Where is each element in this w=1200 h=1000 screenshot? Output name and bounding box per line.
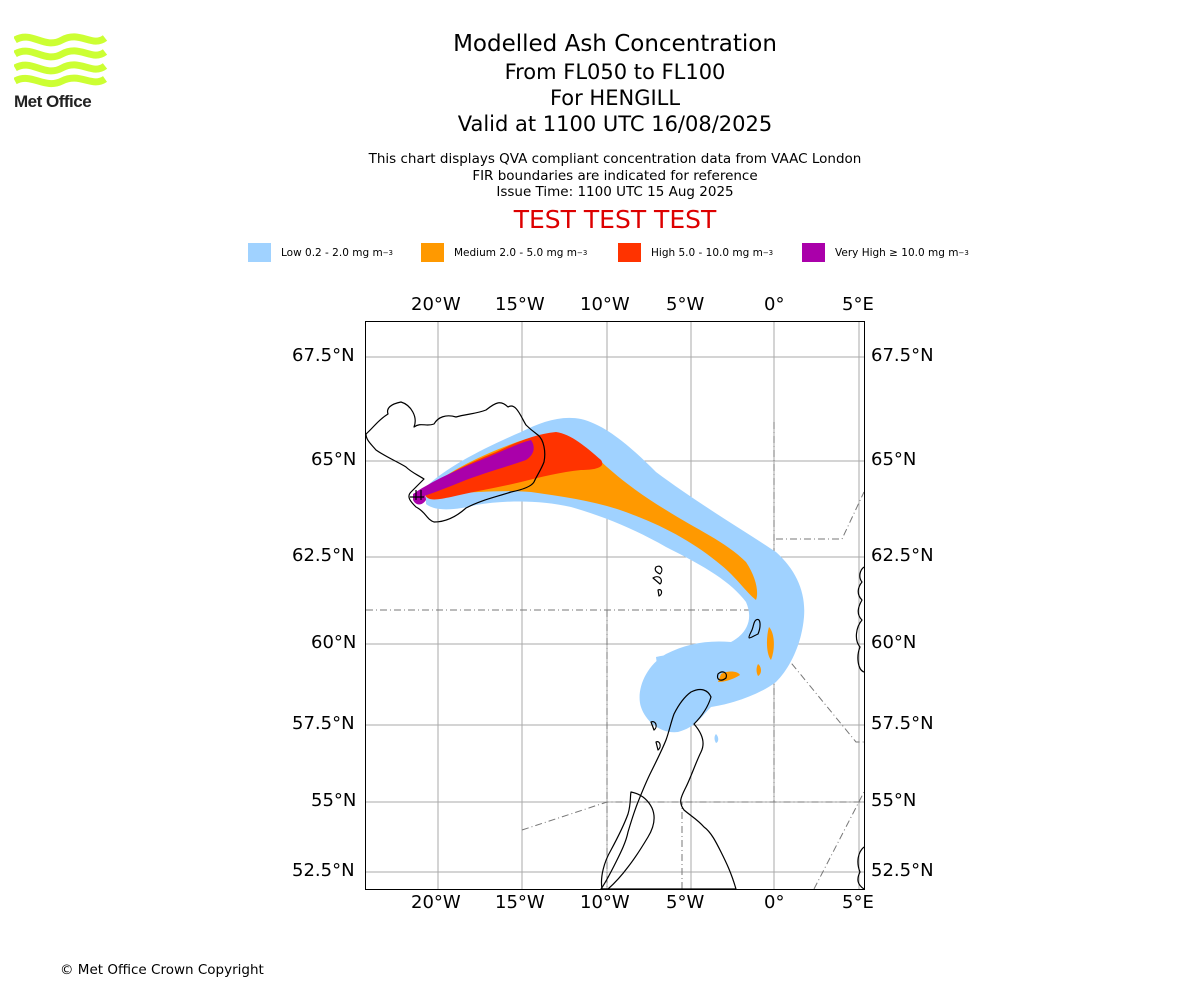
ash-high xyxy=(424,432,603,500)
ash-map[interactable] xyxy=(365,321,865,890)
lat-label: 65°N xyxy=(311,449,357,470)
lat-label: 60°N xyxy=(871,632,917,653)
fir-boundaries xyxy=(366,422,864,889)
legend-label: Very High ≥ 10.0 mg m xyxy=(835,246,959,259)
lat-label: 60°N xyxy=(311,632,357,653)
legend-label: High 5.0 - 10.0 mg m xyxy=(651,246,763,259)
subtitle-line: FIR boundaries are indicated for referen… xyxy=(472,167,758,184)
lat-label: 67.5°N xyxy=(292,345,355,366)
test-banner: TEST TEST TEST xyxy=(513,204,717,234)
legend-swatch xyxy=(421,243,444,262)
met-office-waves-icon xyxy=(13,33,108,88)
legend-item-medium: Medium 2.0 - 5.0 mg m −3 xyxy=(421,243,587,262)
ash-low xyxy=(426,417,805,743)
logo-text: Met Office xyxy=(14,92,92,111)
lat-label: 57.5°N xyxy=(871,713,934,734)
lon-label: 5°W xyxy=(666,294,705,315)
lat-label: 62.5°N xyxy=(871,545,934,566)
legend-label: Medium 2.0 - 5.0 mg m xyxy=(454,246,577,259)
lon-label: 5°E xyxy=(842,294,874,315)
legend-unit-exp: −3 xyxy=(958,248,969,257)
issue-time: Issue Time: 1100 UTC 15 Aug 2025 xyxy=(496,184,734,200)
lon-label: 20°W xyxy=(411,294,461,315)
lon-label: 15°W xyxy=(495,892,545,913)
chart-title-block: Modelled Ash Concentration From FL050 to… xyxy=(315,30,915,235)
volcano-name: For HENGILL xyxy=(549,86,681,110)
lon-label: 5°W xyxy=(666,892,705,913)
lon-label: 0° xyxy=(764,294,785,315)
valid-time: Valid at 1100 UTC 16/08/2025 xyxy=(457,112,773,136)
lon-label: 20°W xyxy=(411,892,461,913)
lat-label: 67.5°N xyxy=(871,345,934,366)
copyright: © Met Office Crown Copyright xyxy=(60,962,264,978)
lat-label: 55°N xyxy=(871,790,917,811)
map-canvas xyxy=(366,322,864,889)
legend-item-high: High 5.0 - 10.0 mg m −3 xyxy=(618,243,773,262)
lat-label: 52.5°N xyxy=(871,860,934,881)
lon-label: 15°W xyxy=(495,294,545,315)
lon-label: 5°E xyxy=(842,892,874,913)
page-title: Modelled Ash Concentration xyxy=(453,31,777,57)
legend-item-low: Low 0.2 - 2.0 mg m −3 xyxy=(248,243,393,262)
lon-label: 10°W xyxy=(580,294,630,315)
legend-unit-exp: −3 xyxy=(382,248,394,257)
lat-label: 62.5°N xyxy=(292,545,355,566)
lon-label: 0° xyxy=(764,892,785,913)
lon-label: 10°W xyxy=(580,892,630,913)
legend-swatch xyxy=(802,243,825,262)
lat-label: 65°N xyxy=(871,449,917,470)
lat-label: 52.5°N xyxy=(292,860,355,881)
lat-label: 55°N xyxy=(311,790,357,811)
coastlines xyxy=(366,401,864,889)
legend-unit-exp: −3 xyxy=(762,248,774,257)
subtitle-line: This chart displays QVA compliant concen… xyxy=(368,151,862,167)
legend-swatch xyxy=(248,243,271,262)
flight-levels: From FL050 to FL100 xyxy=(504,60,726,84)
legend-unit-exp: −3 xyxy=(576,248,588,257)
met-office-logo: Met Office xyxy=(13,30,110,114)
legend-item-very-high: Very High ≥ 10.0 mg m −3 xyxy=(802,243,969,262)
legend-swatch xyxy=(618,243,641,262)
legend-label: Low 0.2 - 2.0 mg m xyxy=(281,246,383,259)
lat-label: 57.5°N xyxy=(292,713,355,734)
legend: Low 0.2 - 2.0 mg m −3 Medium 2.0 - 5.0 mg… xyxy=(0,243,1200,265)
